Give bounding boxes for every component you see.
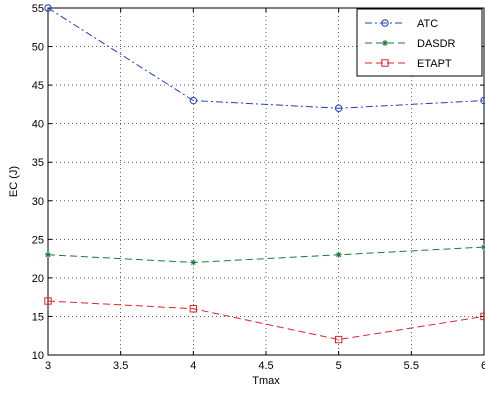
y-tick-label: 20 — [32, 273, 44, 285]
asterisk-stroke — [481, 245, 485, 250]
series-dasdr-point — [481, 244, 485, 251]
series-layer — [44, 4, 485, 344]
y-tick-label: 35 — [32, 157, 44, 169]
series-etapt-point — [480, 312, 485, 321]
series-atc-point — [480, 96, 485, 105]
asterisk-stroke — [190, 260, 196, 265]
legend-entry-etapt-label: ETAPT — [417, 58, 452, 70]
x-tick-label: 3.5 — [113, 360, 128, 372]
y-tick-label: 10 — [32, 350, 44, 362]
legend-entry-atc: ATC — [365, 18, 438, 30]
legend-entry-dasdr-marker — [382, 40, 388, 46]
y-tick-label: 55 — [32, 3, 44, 15]
x-tick-label: 5 — [336, 360, 342, 372]
series-dasdr-point — [335, 251, 342, 258]
asterisk-stroke — [45, 252, 51, 258]
legend-entry-dasdr-label: DASDR — [417, 38, 456, 50]
x-tick-label: 4 — [190, 360, 196, 372]
series-atc-point — [189, 96, 198, 105]
x-tick-label: 6 — [481, 360, 485, 372]
series-atc-point — [334, 104, 343, 112]
series-etapt-point — [334, 335, 343, 344]
series-atc-point — [44, 4, 52, 12]
y-tick-label: 30 — [32, 196, 44, 208]
x-axis-label: Tmax — [252, 375, 280, 387]
legend-entry-etapt: ETAPT — [365, 58, 452, 70]
series-etapt-point — [189, 305, 198, 313]
series-atc-line — [47, 7, 485, 109]
series-dasdr-point — [190, 259, 197, 266]
series-etapt-point — [44, 297, 52, 305]
asterisk-stroke — [336, 252, 342, 258]
asterisk-stroke — [382, 40, 388, 46]
x-tick-label: 3 — [45, 360, 51, 372]
series-dasdr-point — [45, 251, 51, 258]
legend-entry-etapt-marker — [381, 59, 389, 67]
legend: ATC DASDR ETAPT — [356, 8, 483, 77]
x-tick-label: 4.5 — [258, 360, 273, 372]
series-dasdr-line — [47, 246, 485, 263]
y-tick-label: 15 — [32, 311, 44, 323]
y-tick-label: 25 — [32, 234, 44, 246]
y-tick-label: 45 — [32, 80, 44, 92]
series-etapt-line — [47, 300, 485, 341]
axis-ticks: 3 3.5 4 4.5 5 5.5 6 10 15 20 25 30 35 40 45 50 55 — [32, 3, 485, 372]
y-tick-label: 50 — [32, 42, 44, 54]
legend-entry-atc-label: ATC — [417, 18, 438, 30]
legend-entry-atc-marker — [381, 19, 389, 27]
x-tick-label: 5.5 — [404, 360, 419, 372]
legend-entry-dasdr: DASDR — [365, 38, 456, 50]
y-tick-label: 40 — [32, 119, 44, 131]
y-axis-label: EC (J) — [8, 166, 20, 197]
